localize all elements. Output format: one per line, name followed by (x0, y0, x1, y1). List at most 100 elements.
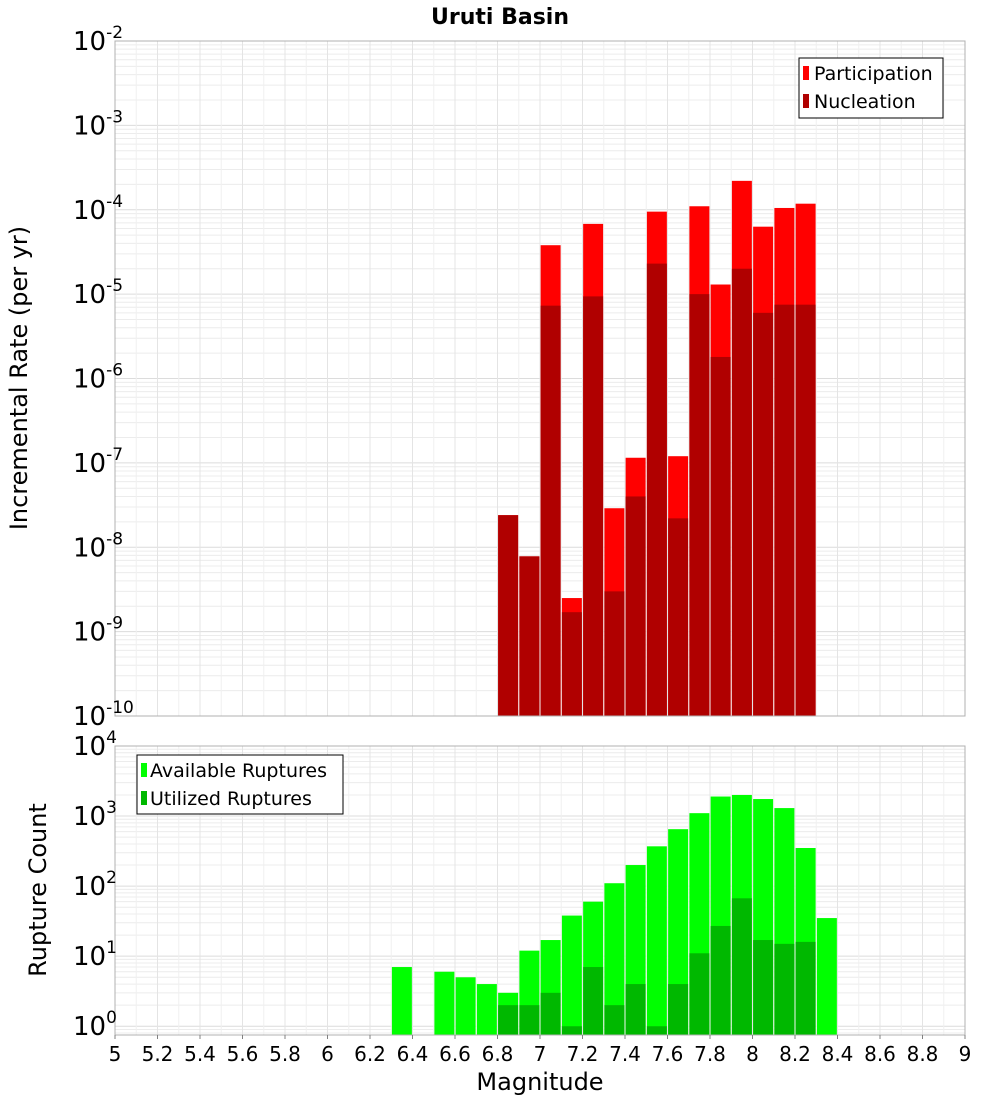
legend-swatch-participation (803, 66, 809, 80)
bar-overlay-utilized-ruptures (498, 1005, 519, 1035)
top-legend-box (798, 57, 944, 119)
x-tick-label: 5.8 (269, 1042, 301, 1066)
x-tick-label: 5 (109, 1042, 122, 1066)
bar-overlay-nucleation (561, 612, 582, 716)
x-tick-label: 5.2 (142, 1042, 174, 1066)
bar-available-ruptures (646, 846, 667, 1035)
bar-available-ruptures (391, 967, 412, 1035)
bar-overlay-nucleation (646, 263, 667, 716)
bar-overlay-utilized-ruptures (795, 941, 816, 1035)
x-tick-label: 8 (746, 1042, 759, 1066)
y-tick-label: 103 (73, 798, 117, 832)
bar-overlay-utilized-ruptures (625, 984, 646, 1035)
top-grid (114, 40, 966, 717)
top-y-axis-title: Incremental Rate (per yr) (5, 226, 33, 530)
x-tick-label: 7.2 (567, 1042, 599, 1066)
bar-overlay-utilized-ruptures (646, 1026, 667, 1035)
x-tick-label: 8.2 (779, 1042, 811, 1066)
y-tick-label: 10-7 (73, 445, 123, 479)
x-ticks: 5 5.2 5.4 5.6 5.8 6 6.2 6.4 6.6 6.8 7 7.2 7.4 7.6 7.8 8… (109, 1035, 972, 1066)
x-tick-label: 8.8 (907, 1042, 939, 1066)
y-tick-label: 104 (73, 728, 117, 762)
x-tick-label: 8.4 (822, 1042, 854, 1066)
bar-overlay-nucleation (795, 304, 816, 716)
bar-overlay-nucleation (731, 268, 752, 716)
bar-overlay-utilized-ruptures (710, 925, 731, 1035)
bottom-y-ticks: 104 103 102 101 100 (73, 728, 117, 1042)
top-y-ticks: 10-2 10-3 10-4 10-5 10-6 10-7 10-8 10-9 10-10 (73, 23, 134, 732)
bar-overlay-nucleation (519, 556, 540, 716)
legend-swatch-nucleation (803, 94, 809, 108)
bottom-y-axis-title: Rupture Count (24, 803, 52, 977)
x-tick-label: 7.6 (652, 1042, 684, 1066)
y-tick-label: 10-5 (73, 276, 123, 310)
bar-available-ruptures (561, 915, 582, 1035)
bar-overlay-nucleation (583, 296, 604, 716)
top-plot-border (114, 40, 966, 717)
x-tick-label: 7 (534, 1042, 547, 1066)
y-tick-label: 10-10 (73, 698, 134, 732)
bar-overlay-utilized-ruptures (774, 943, 795, 1035)
x-tick-label: 9 (959, 1042, 972, 1066)
bar-available-ruptures (604, 883, 625, 1035)
x-tick-label: 8.6 (864, 1042, 896, 1066)
bar-overlay-utilized-ruptures (731, 898, 752, 1035)
bar-overlay-utilized-ruptures (583, 967, 604, 1035)
x-tick-label: 6.4 (397, 1042, 429, 1066)
top-legend: Participation Nucleation (798, 57, 944, 119)
y-tick-label: 101 (73, 938, 117, 972)
legend-swatch-utilized (141, 791, 147, 805)
y-tick-label: 10-4 (73, 192, 123, 226)
bar-overlay-nucleation (540, 305, 561, 716)
bar-available-ruptures (668, 829, 689, 1035)
y-tick-label: 102 (73, 868, 117, 902)
x-tick-label: 6.6 (439, 1042, 471, 1066)
legend-label-utilized: Utilized Ruptures (150, 788, 312, 810)
chart-title: Uruti Basin (431, 5, 569, 30)
x-tick-label: 7.4 (609, 1042, 641, 1066)
y-tick-label: 10-9 (73, 614, 123, 648)
legend-label-participation: Participation (814, 63, 933, 85)
x-tick-label: 6.8 (482, 1042, 514, 1066)
x-tick-label: 6 (321, 1042, 334, 1066)
bar-overlay-nucleation (753, 312, 774, 716)
bar-overlay-nucleation (689, 294, 710, 716)
x-tick-label: 7.8 (694, 1042, 726, 1066)
bar-overlay-nucleation (625, 496, 646, 716)
bar-available-ruptures (434, 971, 455, 1035)
bar-overlay-nucleation (774, 304, 795, 716)
bar-overlay-nucleation (668, 518, 689, 716)
y-tick-label: 10-6 (73, 361, 123, 395)
bar-overlay-nucleation (710, 356, 731, 716)
bar-overlay-utilized-ruptures (604, 1005, 625, 1035)
legend-label-nucleation: Nucleation (814, 91, 916, 113)
bar-overlay-utilized-ruptures (519, 1005, 540, 1035)
bar-available-ruptures (455, 977, 476, 1035)
bottom-legend-box (136, 754, 344, 815)
legend-label-available: Available Ruptures (150, 760, 327, 782)
bottom-bars (391, 794, 837, 1035)
bar-overlay-utilized-ruptures (561, 1026, 582, 1035)
bar-available-ruptures (816, 918, 837, 1035)
x-axis-title: Magnitude (476, 1068, 603, 1096)
top-bars (498, 180, 816, 717)
bar-overlay-utilized-ruptures (689, 953, 710, 1035)
bar-overlay-nucleation (498, 515, 519, 716)
bar-overlay-utilized-ruptures (540, 992, 561, 1035)
x-tick-label: 6.2 (354, 1042, 386, 1066)
bar-overlay-nucleation (604, 591, 625, 716)
y-tick-label: 100 (73, 1008, 117, 1042)
x-tick-label: 5.6 (227, 1042, 259, 1066)
legend-swatch-available (141, 763, 147, 777)
bar-overlay-utilized-ruptures (753, 940, 774, 1035)
x-tick-label: 5.4 (184, 1042, 216, 1066)
bottom-legend: Available Ruptures Utilized Ruptures (136, 754, 344, 815)
y-tick-label: 10-8 (73, 529, 123, 563)
bottom-panel: 104 103 102 101 100 5 5.2 5.4 5.6 5.8 6 6.2 6.4 6.6 6… (24, 728, 971, 1096)
top-panel: 10-2 10-3 10-4 10-5 10-6 10-7 10-8 10-9 10-10 In… (5, 23, 966, 732)
bar-available-ruptures (476, 984, 497, 1035)
y-tick-label: 10-3 (73, 107, 123, 141)
y-tick-label: 10-2 (73, 23, 123, 57)
bar-overlay-utilized-ruptures (668, 984, 689, 1035)
